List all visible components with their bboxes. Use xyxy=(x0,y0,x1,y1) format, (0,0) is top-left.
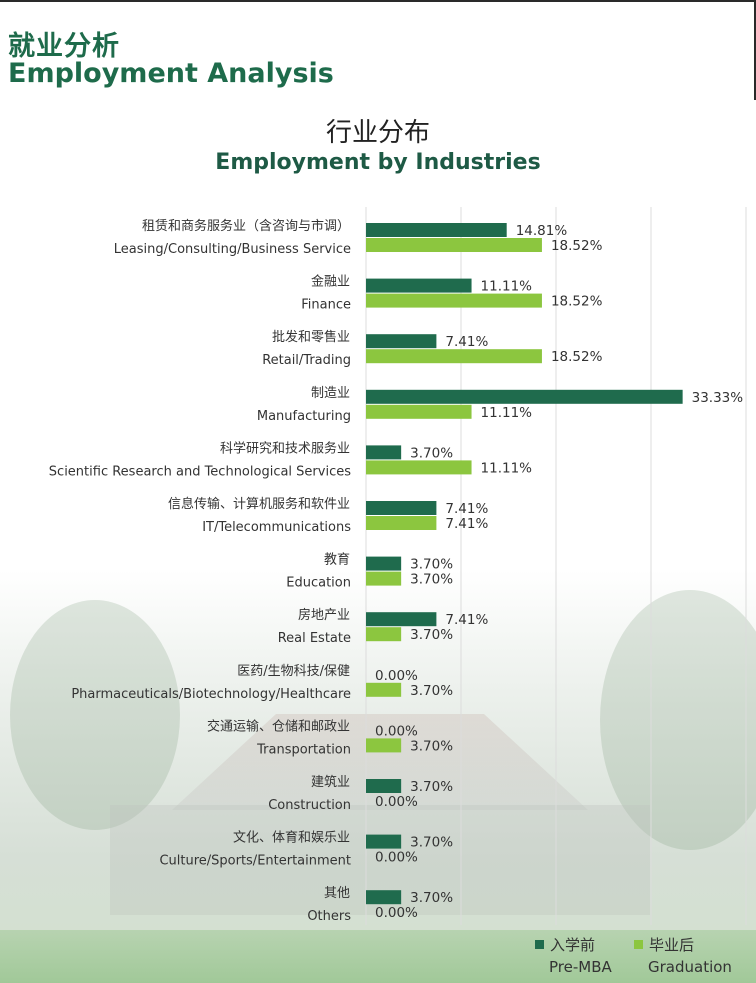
bar-pre-mba xyxy=(366,278,472,293)
category-label-en: Education xyxy=(286,576,351,591)
legend-item-pre-mba: 入学前 Pre-MBA xyxy=(535,934,612,976)
category-label-en: Leasing/Consulting/Business Service xyxy=(114,242,351,257)
page-title-en: Employment Analysis xyxy=(8,58,334,89)
bar-graduation xyxy=(366,516,437,530)
category-label-cn: 其他 xyxy=(324,886,350,901)
value-label-pre-mba: 7.41% xyxy=(445,334,488,350)
category-label-cn: 制造业 xyxy=(311,386,350,401)
category-label-cn: 医药/生物科技/保健 xyxy=(237,664,350,679)
value-label-pre-mba: 14.81% xyxy=(516,223,568,239)
category-label-cn: 文化、体育和娱乐业 xyxy=(233,830,350,846)
bar-pre-mba xyxy=(366,779,402,793)
legend-label-en: Pre-MBA xyxy=(549,958,612,976)
value-label-pre-mba: 7.41% xyxy=(445,501,488,517)
value-label-graduation: 18.52% xyxy=(551,349,603,365)
background-tree xyxy=(10,600,180,830)
bar-graduation xyxy=(366,682,402,697)
category-label-en: Others xyxy=(307,909,351,924)
bar-graduation xyxy=(366,404,472,419)
value-label-graduation: 18.52% xyxy=(551,294,603,310)
value-label-graduation: 0.00% xyxy=(375,905,418,921)
value-label-pre-mba: 3.70% xyxy=(410,890,453,906)
category-label-en: IT/Telecommunications xyxy=(202,520,351,535)
value-label-graduation: 3.70% xyxy=(410,683,453,699)
category-label-en: Finance xyxy=(301,298,351,313)
legend-swatch-pre-mba xyxy=(535,940,544,949)
category-label-cn: 租赁和商务服务业（含咨询与市调） xyxy=(142,218,350,234)
legend-label-en: Graduation xyxy=(648,958,732,976)
value-label-graduation: 3.70% xyxy=(410,627,453,643)
category-label-en: Construction xyxy=(268,798,351,813)
legend-item-graduation: 毕业后 Graduation xyxy=(634,934,732,976)
category-label-cn: 信息传输、计算机服务和软件业 xyxy=(168,496,350,512)
background-lawn xyxy=(0,930,756,983)
category-label-en: Scientific Research and Technological Se… xyxy=(49,464,351,479)
bar-graduation xyxy=(366,571,402,586)
value-label-pre-mba: 3.70% xyxy=(410,445,453,461)
category-label-cn: 金融业 xyxy=(311,274,350,290)
value-label-pre-mba: 0.00% xyxy=(375,723,418,739)
right-border xyxy=(754,0,756,100)
value-label-graduation: 0.00% xyxy=(375,850,418,866)
chart-title: 行业分布 xyxy=(325,118,430,148)
value-label-pre-mba: 33.33% xyxy=(692,390,744,406)
bar-pre-mba xyxy=(366,890,402,905)
legend-label-cn: 入学前 xyxy=(550,936,596,954)
bar-pre-mba xyxy=(366,501,437,515)
value-label-graduation: 11.11% xyxy=(481,460,533,476)
category-label-en: Manufacturing xyxy=(257,409,351,424)
background-tree xyxy=(600,590,756,850)
bar-pre-mba xyxy=(366,223,507,237)
category-label-cn: 交通运输、仓储和邮政业 xyxy=(207,718,350,734)
bar-graduation xyxy=(366,738,402,753)
category-label-cn: 批发和零售业 xyxy=(272,329,350,345)
bar-graduation xyxy=(366,349,542,364)
bar-pre-mba xyxy=(366,389,683,404)
category-label-cn: 建筑业 xyxy=(311,774,350,790)
value-label-pre-mba: 3.70% xyxy=(410,557,453,573)
legend-label-cn: 毕业后 xyxy=(649,936,695,954)
category-label-cn: 科学研究和技术服务业 xyxy=(220,440,350,456)
category-label-en: Real Estate xyxy=(278,631,351,646)
bar-graduation xyxy=(366,627,402,642)
bar-graduation xyxy=(366,460,472,475)
value-label-pre-mba: 3.70% xyxy=(410,835,453,851)
top-border xyxy=(0,0,756,2)
value-label-graduation: 7.41% xyxy=(445,516,488,532)
page-title-cn: 就业分析 xyxy=(8,31,120,62)
value-label-pre-mba: 3.70% xyxy=(410,779,453,795)
bar-pre-mba xyxy=(366,834,402,849)
bar-pre-mba xyxy=(366,556,402,571)
chart-subtitle: Employment by Industries xyxy=(215,150,541,175)
value-label-pre-mba: 11.11% xyxy=(481,279,533,295)
value-label-pre-mba: 0.00% xyxy=(375,668,418,684)
category-label-cn: 教育 xyxy=(324,552,350,568)
bar-pre-mba xyxy=(366,612,437,627)
category-label-en: Retail/Trading xyxy=(262,353,351,368)
legend-swatch-graduation xyxy=(634,940,643,949)
category-label-en: Pharmaceuticals/Biotechnology/Healthcare xyxy=(71,687,351,702)
value-label-graduation: 11.11% xyxy=(481,405,533,421)
bar-pre-mba xyxy=(366,445,402,460)
bar-graduation xyxy=(366,238,542,252)
bar-pre-mba xyxy=(366,334,437,349)
bar-graduation xyxy=(366,293,542,308)
category-label-cn: 房地产业 xyxy=(298,607,350,623)
value-label-graduation: 0.00% xyxy=(375,794,418,810)
value-label-graduation: 3.70% xyxy=(410,738,453,754)
category-label-en: Transportation xyxy=(256,742,351,757)
category-label-en: Culture/Sports/Entertainment xyxy=(159,854,351,869)
value-label-pre-mba: 7.41% xyxy=(445,612,488,628)
value-label-graduation: 18.52% xyxy=(551,238,603,254)
value-label-graduation: 3.70% xyxy=(410,572,453,588)
